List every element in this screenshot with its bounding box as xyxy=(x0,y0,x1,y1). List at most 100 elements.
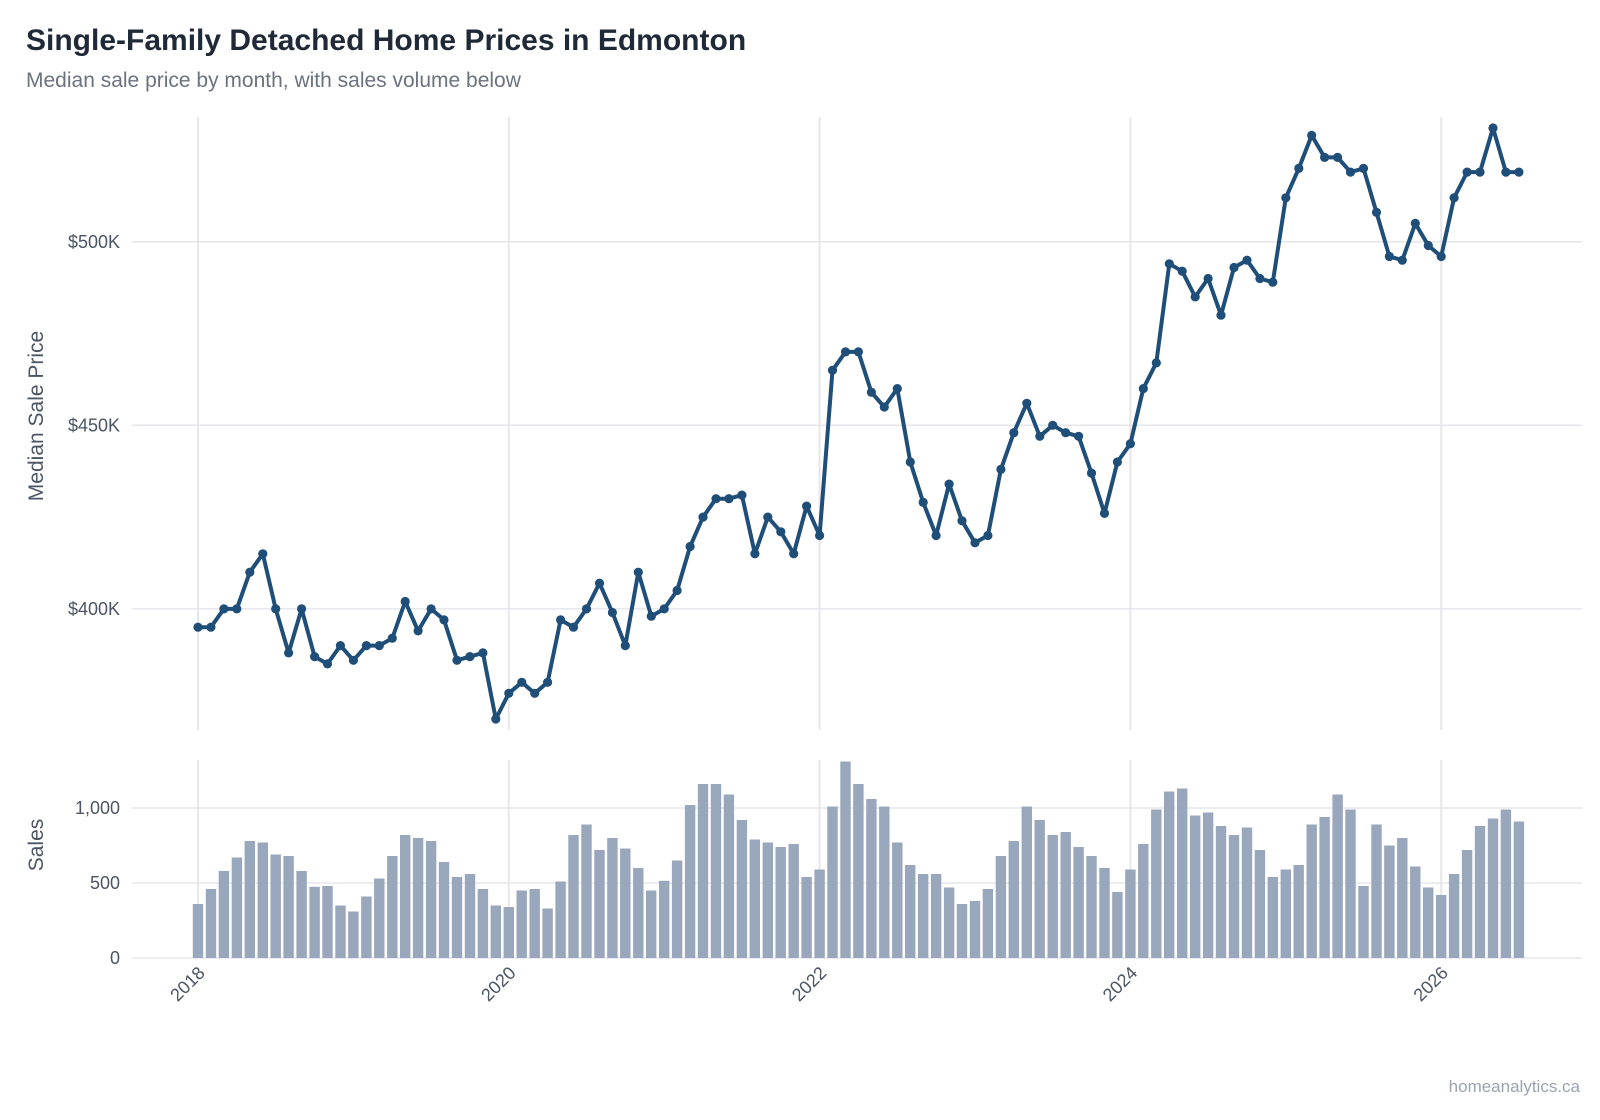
price-point xyxy=(271,604,281,614)
price-point xyxy=(1410,218,1420,228)
price-point xyxy=(491,714,501,724)
price-point xyxy=(1462,167,1472,177)
price-point xyxy=(413,626,423,636)
sales-bar xyxy=(529,889,540,958)
sales-bar xyxy=(1332,794,1343,958)
price-y-tick-label: $450K xyxy=(68,415,120,435)
sales-bar xyxy=(905,865,916,958)
price-point xyxy=(504,688,514,698)
price-point xyxy=(1488,123,1498,133)
price-point xyxy=(297,604,307,614)
sales-bar xyxy=(762,842,773,958)
sales-bar xyxy=(1436,895,1447,958)
price-point xyxy=(815,530,825,541)
sales-bar xyxy=(1021,806,1032,958)
price-point xyxy=(931,530,941,541)
price-point xyxy=(1294,163,1304,173)
price-point xyxy=(1449,193,1459,203)
sales-bar xyxy=(736,820,748,958)
price-point xyxy=(737,490,747,500)
sales-panel: 0 500 1,000 Sales xyxy=(25,760,1582,968)
price-point xyxy=(763,512,773,522)
price-point xyxy=(322,659,333,669)
sales-bar xyxy=(1254,850,1266,958)
sales-bar xyxy=(607,838,618,958)
price-point xyxy=(633,567,643,577)
sales-bar xyxy=(1073,847,1084,958)
sales-bar xyxy=(1384,845,1395,958)
sales-bar xyxy=(296,871,307,958)
sales-bar xyxy=(1099,868,1110,958)
sales-bar xyxy=(1190,815,1201,958)
price-point xyxy=(659,604,669,614)
price-point xyxy=(258,549,268,559)
sales-bar xyxy=(1293,865,1304,958)
price-point xyxy=(827,365,838,375)
sales-bars xyxy=(192,761,1525,959)
price-point xyxy=(789,549,799,559)
sales-bar xyxy=(244,841,255,958)
sales-bar xyxy=(205,889,217,958)
sales-bar xyxy=(775,847,786,958)
price-point xyxy=(1099,508,1110,518)
sales-bar xyxy=(956,904,968,958)
price-point xyxy=(802,501,812,511)
price-point xyxy=(750,549,760,559)
price-point xyxy=(1125,439,1135,449)
price-point xyxy=(581,604,592,614)
price-point xyxy=(1203,273,1213,284)
sales-bar xyxy=(542,908,553,958)
sales-bar xyxy=(490,905,501,958)
price-point xyxy=(1268,277,1278,287)
price-point xyxy=(1035,431,1045,441)
price-point xyxy=(1436,251,1446,262)
price-point xyxy=(543,677,553,687)
price-point xyxy=(439,615,449,625)
sales-bar xyxy=(400,835,411,958)
price-point xyxy=(685,541,695,552)
sales-bar xyxy=(1125,869,1136,958)
sales-bar xyxy=(464,874,476,958)
price-point xyxy=(918,497,928,507)
price-point xyxy=(1086,468,1097,478)
price-point xyxy=(646,611,656,621)
sales-bar xyxy=(1358,886,1369,958)
price-point xyxy=(530,688,540,698)
price-y-tick-label: $400K xyxy=(68,599,120,619)
price-point xyxy=(232,604,242,614)
price-point xyxy=(698,512,708,522)
sales-bar xyxy=(749,839,760,958)
sales-bar xyxy=(710,784,722,958)
price-point xyxy=(1333,152,1343,162)
sales-bar xyxy=(723,794,735,958)
price-point xyxy=(853,347,864,357)
price-point xyxy=(193,622,203,632)
sales-bar xyxy=(231,857,243,958)
price-point xyxy=(1371,207,1382,217)
sales-bar xyxy=(1112,892,1123,958)
sales-bar xyxy=(1060,832,1071,958)
sales-bar xyxy=(257,842,268,958)
sales-bar xyxy=(930,874,942,958)
price-point xyxy=(1514,167,1524,177)
sales-bar xyxy=(1034,820,1045,958)
sales-bar xyxy=(995,856,1007,958)
price-point xyxy=(1281,193,1291,203)
price-point xyxy=(1307,130,1317,140)
sales-bar xyxy=(1461,850,1473,958)
sales-bar xyxy=(840,761,851,958)
sales-bar xyxy=(322,886,333,958)
price-point xyxy=(711,494,721,504)
price-point xyxy=(1022,398,1032,408)
source-caption: homeanalytics.ca xyxy=(1449,1077,1581,1096)
sales-bar xyxy=(659,880,670,959)
price-point xyxy=(284,648,294,658)
sales-bar xyxy=(374,878,385,958)
sales-bar xyxy=(1086,856,1097,958)
sales-bar xyxy=(1164,791,1175,958)
price-point xyxy=(452,655,462,665)
price-point xyxy=(568,622,579,632)
sales-bar xyxy=(788,844,799,958)
price-point xyxy=(1358,163,1369,173)
